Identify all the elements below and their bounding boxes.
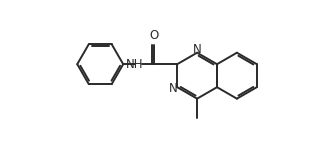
Text: N: N — [193, 43, 201, 56]
Text: NH: NH — [126, 58, 144, 71]
Text: N: N — [169, 82, 178, 95]
Text: O: O — [149, 29, 159, 42]
